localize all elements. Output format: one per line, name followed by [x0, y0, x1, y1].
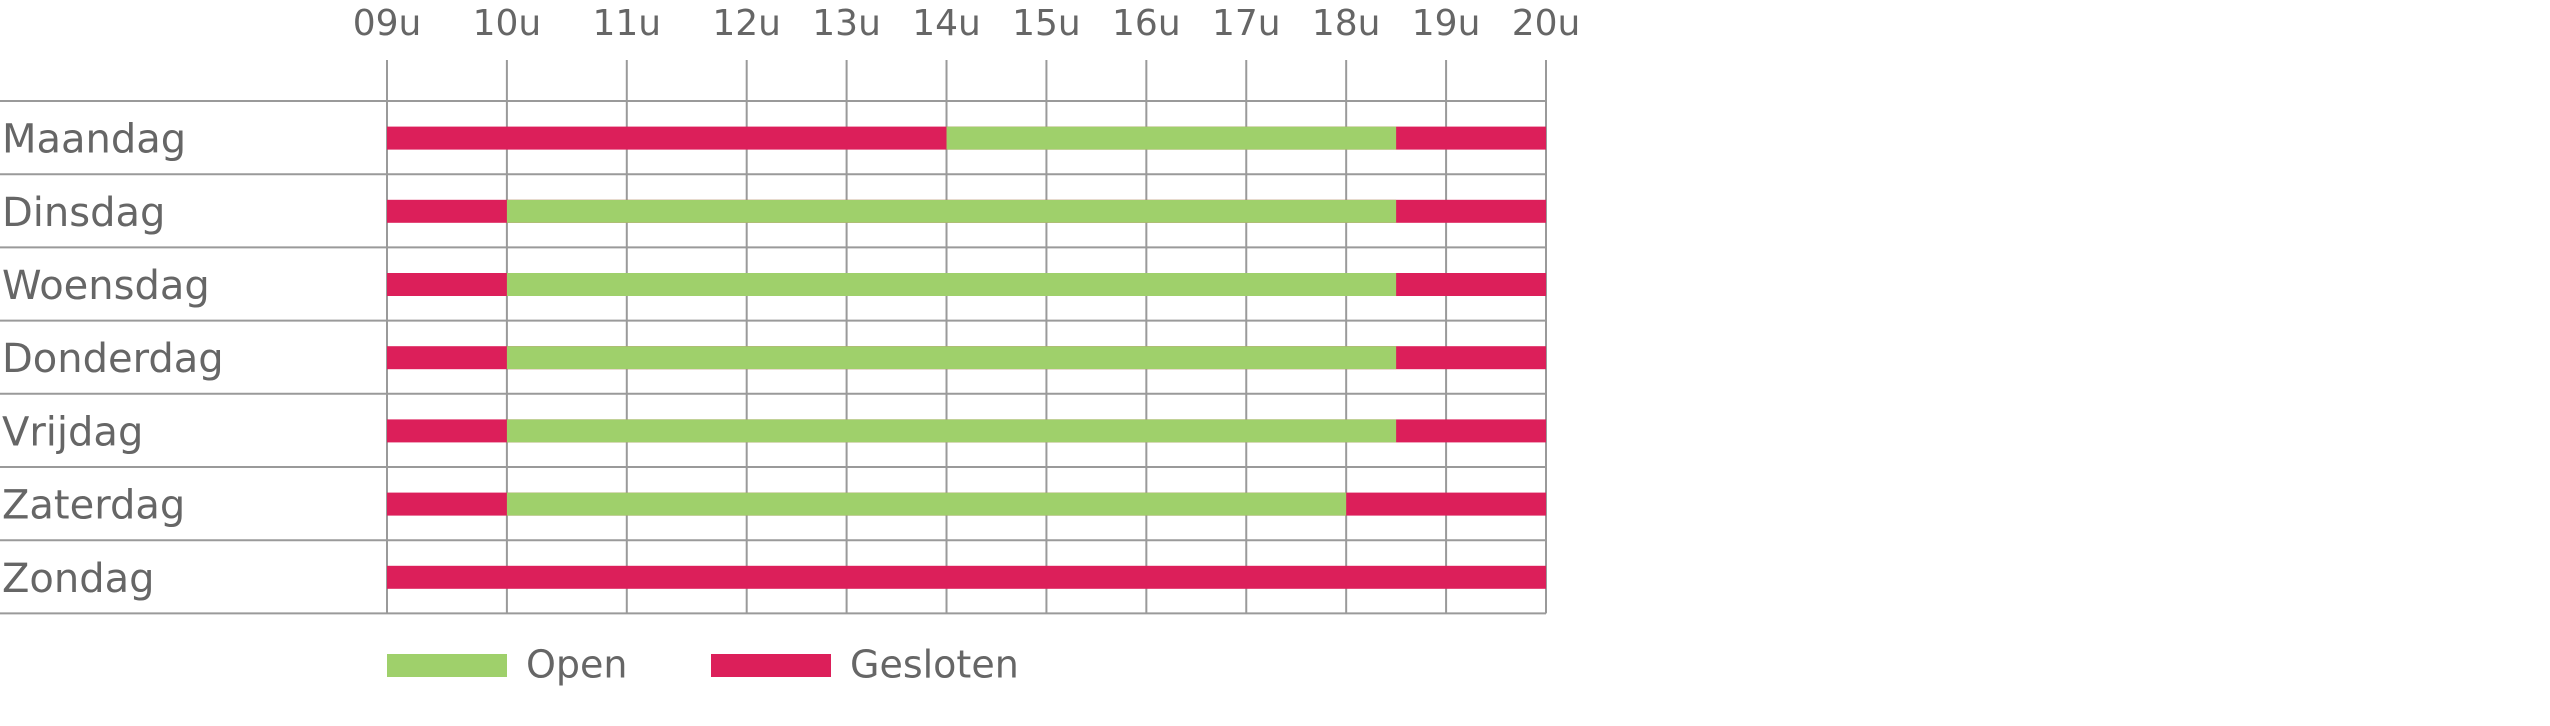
day-label: Vrijdag — [2, 409, 143, 455]
x-tick-label: 16u — [1112, 3, 1181, 44]
x-tick-label: 09u — [353, 3, 422, 44]
open-bar — [506, 492, 1347, 516]
day-label: Maandag — [2, 117, 186, 163]
x-tick-label: 19u — [1412, 3, 1481, 44]
open-bar — [506, 273, 1397, 296]
legend-swatch — [387, 654, 507, 677]
x-tick-label: 17u — [1212, 3, 1281, 44]
x-tick-label: 18u — [1312, 3, 1381, 44]
open-bar — [506, 199, 1397, 223]
x-tick-label: 11u — [592, 3, 661, 44]
closed-bar — [387, 565, 1546, 589]
legend-label: Open — [526, 643, 628, 687]
open-bar — [506, 346, 1397, 370]
open-bar — [946, 126, 1397, 150]
x-tick-label: 15u — [1012, 3, 1081, 44]
x-tick-label: 14u — [912, 3, 981, 44]
day-label: Woensdag — [2, 263, 210, 309]
x-tick-label: 12u — [712, 3, 781, 44]
day-label: Donderdag — [2, 336, 224, 382]
day-label: Zondag — [2, 556, 155, 602]
day-label: Dinsdag — [2, 190, 165, 236]
day-label: Zaterdag — [2, 483, 185, 529]
legend-swatch — [711, 654, 831, 677]
x-tick-label: 10u — [473, 3, 542, 44]
legend-label: Gesloten — [850, 643, 1019, 687]
x-tick-label: 20u — [1512, 3, 1581, 44]
open-bar — [506, 419, 1397, 443]
x-tick-label: 13u — [812, 3, 881, 44]
